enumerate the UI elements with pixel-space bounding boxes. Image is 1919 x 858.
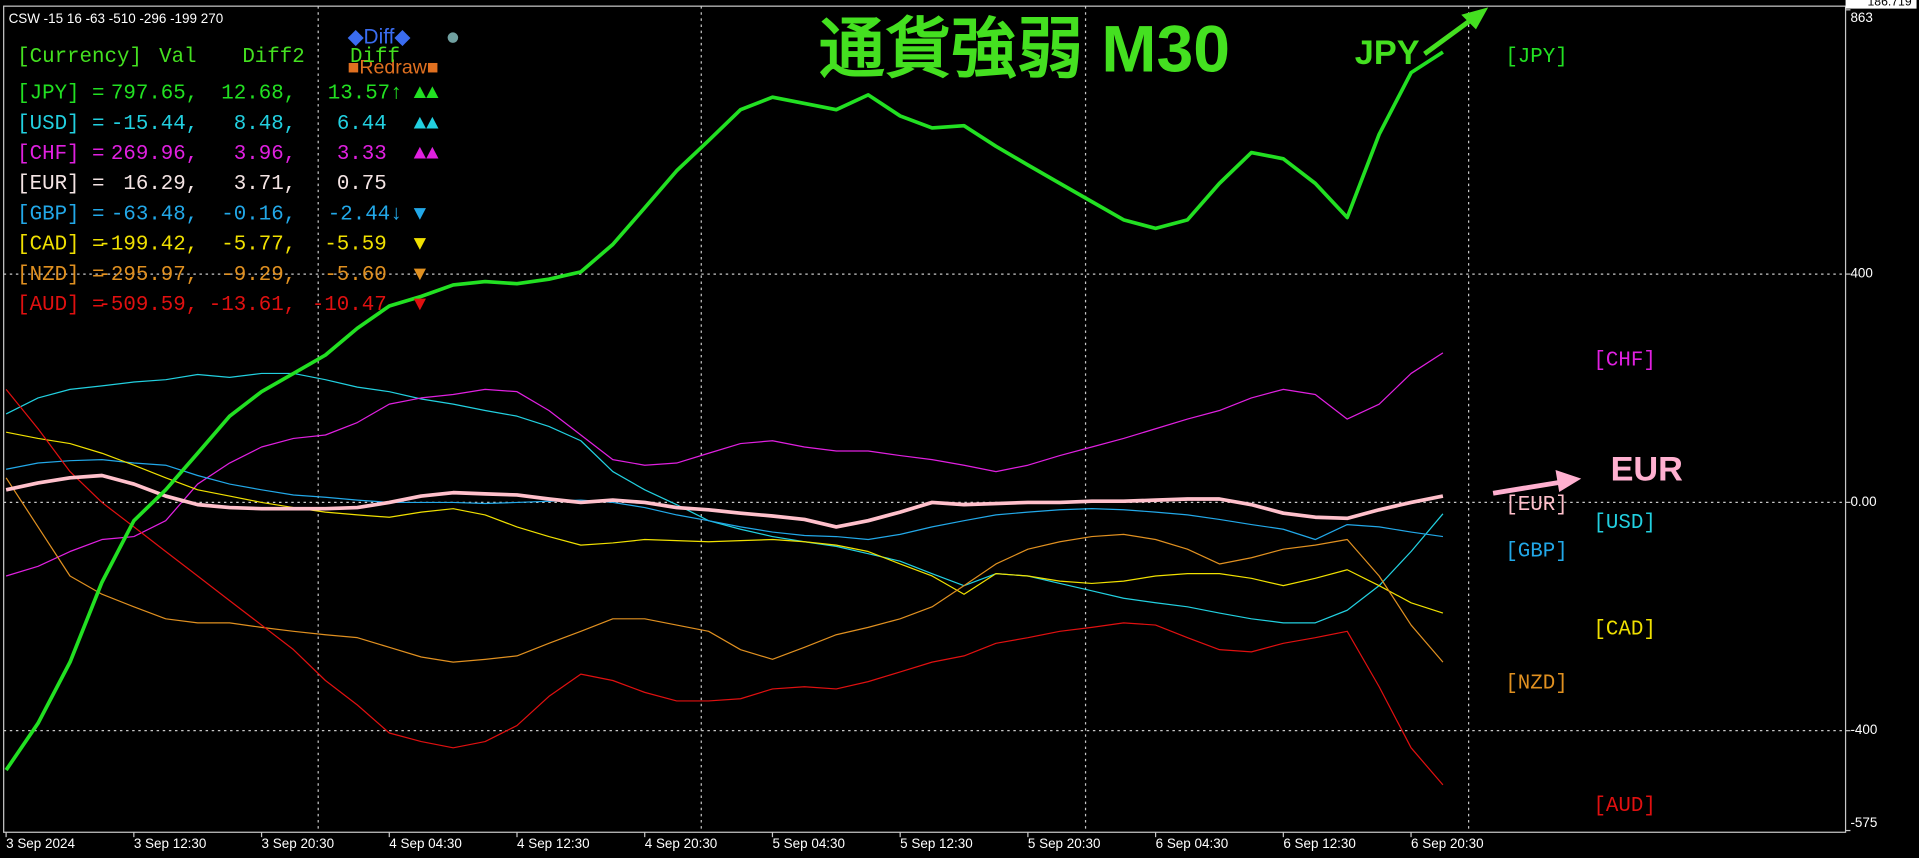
table-cell: -15.44,	[111, 113, 198, 136]
table-cell: 16.29,	[123, 173, 198, 196]
x-tick-label: 3 Sep 20:30	[262, 836, 335, 851]
series-line	[5, 352, 1444, 577]
table-cell: -199.42,	[98, 234, 198, 257]
price-box	[1845, 0, 1917, 9]
price-label: 186.719	[1867, 0, 1911, 9]
annotation-arrowhead	[1555, 469, 1582, 493]
table-cell: 8.48,	[234, 113, 296, 136]
table-cell: -5.59	[324, 234, 386, 257]
table-cell: -5.77,	[221, 234, 296, 257]
x-tick-label: 5 Sep 20:30	[1028, 836, 1101, 851]
chart-title: 通貨強弱 M30	[819, 12, 1230, 86]
annotation: JPY	[1355, 34, 1420, 72]
x-tick-label: 4 Sep 04:30	[389, 836, 462, 851]
series-line	[4, 50, 1444, 772]
table-cell: ▼	[414, 203, 427, 226]
y-tick-label: 0.00	[1850, 494, 1876, 509]
x-tick-label: 5 Sep 12:30	[900, 836, 973, 851]
legend-label: [JPY]	[1505, 46, 1567, 69]
button[interactable]: ●	[445, 23, 460, 50]
y-tick-label: 400	[1850, 266, 1872, 281]
y-tick-label: -575	[1850, 815, 1877, 830]
annotation: EUR	[1611, 450, 1684, 488]
table-cell: 6.44	[337, 113, 387, 136]
table-cell: [USD] =	[17, 113, 104, 136]
annotation-arrowhead	[1461, 7, 1489, 30]
annotation-arrow	[1423, 15, 1477, 56]
x-tick-label: 3 Sep 2024	[6, 836, 75, 851]
series-line	[5, 473, 1444, 529]
table-cell: [EUR] =	[17, 173, 104, 196]
table-cell: [CAD] =	[17, 234, 104, 257]
series-line	[5, 388, 1444, 786]
y-tick-label: -400	[1850, 722, 1877, 737]
table-cell: 12.68,	[221, 83, 296, 106]
button[interactable]: ◆Diff◆	[348, 25, 412, 48]
table-cell: ▼	[414, 294, 427, 317]
plot-frame	[3, 5, 1847, 833]
table-cell: -5.60	[324, 264, 386, 287]
table-cell: [AUD] =	[17, 294, 104, 317]
table-header: [Currency]	[17, 46, 142, 69]
table-cell: -13.61,	[209, 294, 296, 317]
x-tick-label: 4 Sep 20:30	[645, 836, 718, 851]
legend-label: [CAD]	[1593, 619, 1655, 642]
legend-label: [CHF]	[1593, 349, 1655, 372]
series-line	[6, 431, 1444, 614]
table-header: Diff	[350, 46, 400, 69]
table-cell: 797.65,	[111, 83, 198, 106]
table-cell: -509.59,	[98, 294, 198, 317]
x-tick-label: 6 Sep 12:30	[1283, 836, 1356, 851]
legend-label: [AUD]	[1593, 795, 1655, 818]
table-cell: -2.44↓	[328, 203, 403, 226]
legend-label: [GBP]	[1505, 540, 1567, 563]
table-cell: ▲▲	[414, 143, 439, 166]
table-cell: -10.47	[312, 294, 387, 317]
series-line	[5, 477, 1444, 663]
x-tick-label: 5 Sep 04:30	[772, 836, 845, 851]
series-line	[6, 458, 1444, 541]
table-cell: 269.96,	[111, 143, 198, 166]
table-cell: ▼	[414, 234, 427, 257]
y-tick-label: 863	[1850, 10, 1872, 25]
table-cell: ▼	[414, 264, 427, 287]
table-cell: -63.48,	[111, 203, 198, 226]
table-cell: 0.75	[337, 173, 387, 196]
indicator-label: CSW -15 16 -63 -510 -296 -199 270	[9, 11, 224, 26]
table-cell: [JPY] =	[17, 83, 104, 106]
table-cell: [GBP] =	[17, 203, 104, 226]
x-tick-label: 6 Sep 04:30	[1156, 836, 1229, 851]
table-header: Val	[159, 46, 196, 69]
x-tick-label: 4 Sep 12:30	[517, 836, 590, 851]
table-header: Diff2	[242, 46, 304, 69]
table-cell: 3.71,	[234, 173, 296, 196]
table-cell: -9.29,	[221, 264, 296, 287]
table-cell: ▲▲	[414, 83, 439, 106]
x-tick-label: 3 Sep 12:30	[134, 836, 207, 851]
table-cell: 3.33	[337, 143, 387, 166]
table-cell: 3.96,	[234, 143, 296, 166]
table-cell: [CHF] =	[17, 143, 104, 166]
legend-label: [NZD]	[1505, 672, 1567, 695]
annotation-arrow	[1492, 479, 1561, 496]
table-cell: ▲▲	[414, 113, 439, 136]
legend-label: [USD]	[1593, 512, 1655, 535]
table-cell: [NZD] =	[17, 264, 104, 287]
table-cell: -295.97,	[98, 264, 198, 287]
x-tick-label: 6 Sep 20:30	[1411, 836, 1484, 851]
legend-label: [EUR]	[1505, 494, 1567, 517]
button[interactable]: ■Redraw■	[348, 57, 439, 79]
table-cell: -0.16,	[221, 203, 296, 226]
series-line	[5, 372, 1444, 624]
table-cell: 13.57↑	[328, 83, 403, 106]
